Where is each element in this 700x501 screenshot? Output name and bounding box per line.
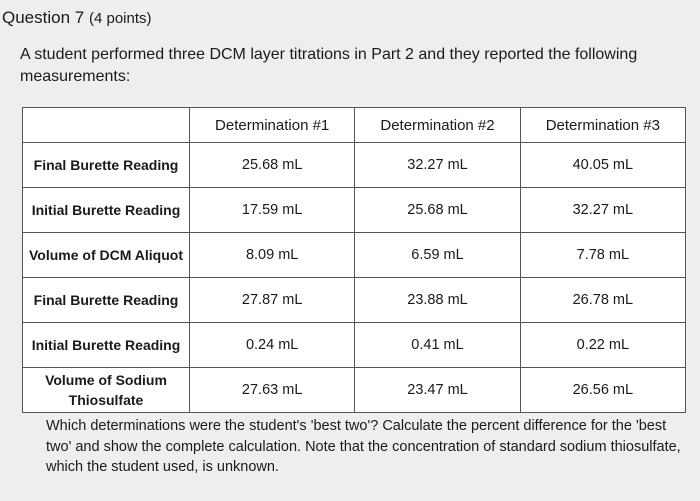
row-label: Final Burette Reading (22, 142, 190, 188)
column-header: Determination #2 (354, 107, 521, 143)
measurement-table: Determination #1 Determination #2 Determin… (22, 107, 687, 413)
table-row: Final Burette Reading 27.87 mL 23.88 mL 26.… (22, 277, 687, 323)
cell-value: 40.05 mL (519, 142, 687, 188)
cell-value: 26.78 mL (519, 277, 687, 323)
cell-value: 6.59 mL (354, 232, 521, 278)
table-row: Volume of DCM Aliquot 8.09 mL 6.59 mL 7.78 … (22, 232, 687, 278)
table-row: Volume of Sodium Thiosulfate 27.63 mL 23.4… (22, 367, 687, 413)
cell-value: 7.78 mL (519, 232, 687, 278)
cell-value: 8.09 mL (188, 232, 356, 278)
prompt-text: Which determinations were the student's … (46, 418, 681, 475)
cell-value: 32.27 mL (354, 142, 521, 188)
question-title: Question 7 (2, 8, 85, 27)
cell-value: 25.68 mL (188, 142, 356, 188)
cell-value: 0.24 mL (188, 322, 356, 368)
cell-value: 32.27 mL (519, 187, 687, 233)
corner-cell (22, 107, 190, 143)
column-header: Determination #3 (519, 107, 687, 143)
intro-text: A student performed three DCM layer titr… (20, 46, 638, 85)
table-body: Final Burette Reading 25.68 mL 32.27 mL 40.… (22, 142, 687, 413)
question-points: (4 points) (88, 10, 152, 27)
row-label: Final Burette Reading (22, 277, 190, 323)
row-label: Volume of Sodium Thiosulfate (22, 367, 190, 413)
question-header: Question 7 (4 points) (2, 8, 152, 28)
cell-value: 27.63 mL (188, 367, 356, 413)
row-label: Volume of DCM Aliquot (22, 232, 190, 278)
cell-value: 0.41 mL (354, 322, 521, 368)
table-row: Final Burette Reading 25.68 mL 32.27 mL 40.… (22, 142, 687, 188)
cell-value: 26.56 mL (519, 367, 687, 413)
cell-value: 23.88 mL (354, 277, 521, 323)
cell-value: 0.22 mL (519, 322, 687, 368)
table-row: Initial Burette Reading 17.59 mL 25.68 mL 3… (22, 187, 687, 233)
cell-value: 17.59 mL (188, 187, 356, 233)
row-label: Initial Burette Reading (22, 322, 190, 368)
column-header: Determination #1 (188, 107, 356, 143)
cell-value: 23.47 mL (354, 367, 521, 413)
row-label: Initial Burette Reading (22, 187, 190, 233)
header-row: Determination #1 Determination #2 Determin… (22, 107, 687, 143)
cell-value: 27.87 mL (188, 277, 356, 323)
table-row: Initial Burette Reading 0.24 mL 0.41 mL 0.2… (22, 322, 687, 368)
cell-value: 25.68 mL (354, 187, 521, 233)
